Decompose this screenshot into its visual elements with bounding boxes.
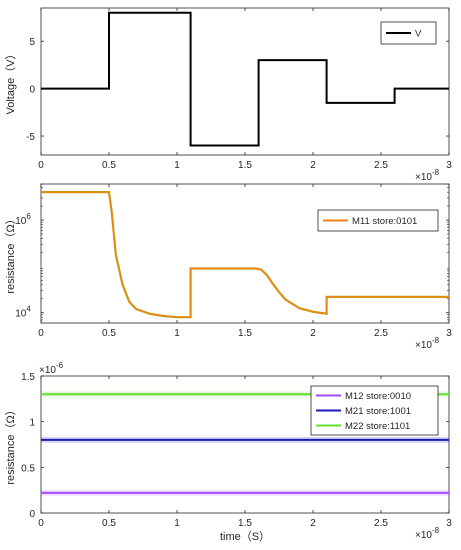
x-tick-label: 0	[38, 328, 44, 339]
y-tick-label: 1.5	[21, 372, 35, 383]
x-tick-label: 3	[446, 160, 452, 171]
legend-entry: M12 store:0010	[345, 391, 411, 402]
y-tick-label: -5	[26, 132, 35, 143]
y-tick-label: 0	[29, 509, 35, 520]
x-tick-label: 1	[174, 518, 180, 529]
legend: V	[380, 21, 437, 45]
y-axis-label: resistance（Ω）	[4, 213, 17, 293]
x-tick-label: 0.5	[102, 328, 116, 339]
series-line	[41, 11, 449, 147]
y-tick-label: 0	[29, 85, 35, 96]
y-tick-label: 5	[29, 37, 35, 48]
series-line	[41, 191, 449, 318]
legend-entry: M21 store:1001	[345, 406, 411, 417]
panel-3: 0 0.5 1 1.5 2 2.5 3 0 0.5 1 1.5 ×10-8 ×10-6 resistanc…	[4, 361, 452, 543]
x-tick-label: 1.5	[238, 160, 252, 171]
y-exponent-label: ×10-6	[39, 361, 64, 376]
x-exponent-label: ×10-8	[415, 526, 440, 541]
x-tick-label: 0	[38, 160, 44, 171]
y-tick-label: 104	[15, 305, 31, 320]
x-tick-label: 1	[174, 160, 180, 171]
legend-entry: M22 store:1101	[345, 421, 410, 432]
x-exponent-label: ×10-8	[415, 336, 440, 351]
y-tick-label: 106	[15, 212, 31, 227]
x-tick-label: 2	[310, 518, 316, 529]
y-axis-label: resistance（Ω）	[4, 404, 17, 484]
x-tick-label: 2.5	[374, 328, 388, 339]
x-tick-label: 3	[446, 328, 452, 339]
x-exponent-label: ×10-8	[415, 168, 440, 183]
y-tick-label: 0.5	[21, 463, 35, 474]
legend: M11 store:0101	[317, 209, 439, 232]
x-tick-label: 1.5	[238, 518, 252, 529]
x-tick-label: 0.5	[102, 160, 116, 171]
x-tick-label: 1.5	[238, 328, 252, 339]
panel-2: 0 0.5 1 1.5 2 2.5 3 104 106 ×10-8 resistance（Ω） M11…	[4, 183, 452, 351]
panel-1: 0 0.5 1 1.5 2 2.5 3 -5 0 5 ×10-8 Voltage（V） V	[4, 7, 452, 183]
x-tick-label: 2.5	[374, 518, 388, 529]
plot-area	[40, 183, 450, 324]
x-tick-label: 2	[310, 160, 316, 171]
x-axis-label: time（S）	[220, 530, 270, 543]
x-tick-label: 0	[38, 518, 44, 529]
legend-box	[317, 209, 439, 232]
legend: M12 store:0010 M21 store:1001 M22 store:11…	[310, 385, 439, 436]
legend-entry: V	[415, 29, 422, 40]
y-axis-label: Voltage（V）	[4, 48, 17, 114]
x-tick-label: 2	[310, 328, 316, 339]
legend-entry: M11 store:0101	[352, 216, 417, 227]
y-tick-label: 1	[29, 418, 35, 429]
x-tick-label: 2.5	[374, 160, 388, 171]
x-tick-label: 1	[174, 328, 180, 339]
x-tick-label: 3	[446, 518, 452, 529]
x-tick-label: 0.5	[102, 518, 116, 529]
